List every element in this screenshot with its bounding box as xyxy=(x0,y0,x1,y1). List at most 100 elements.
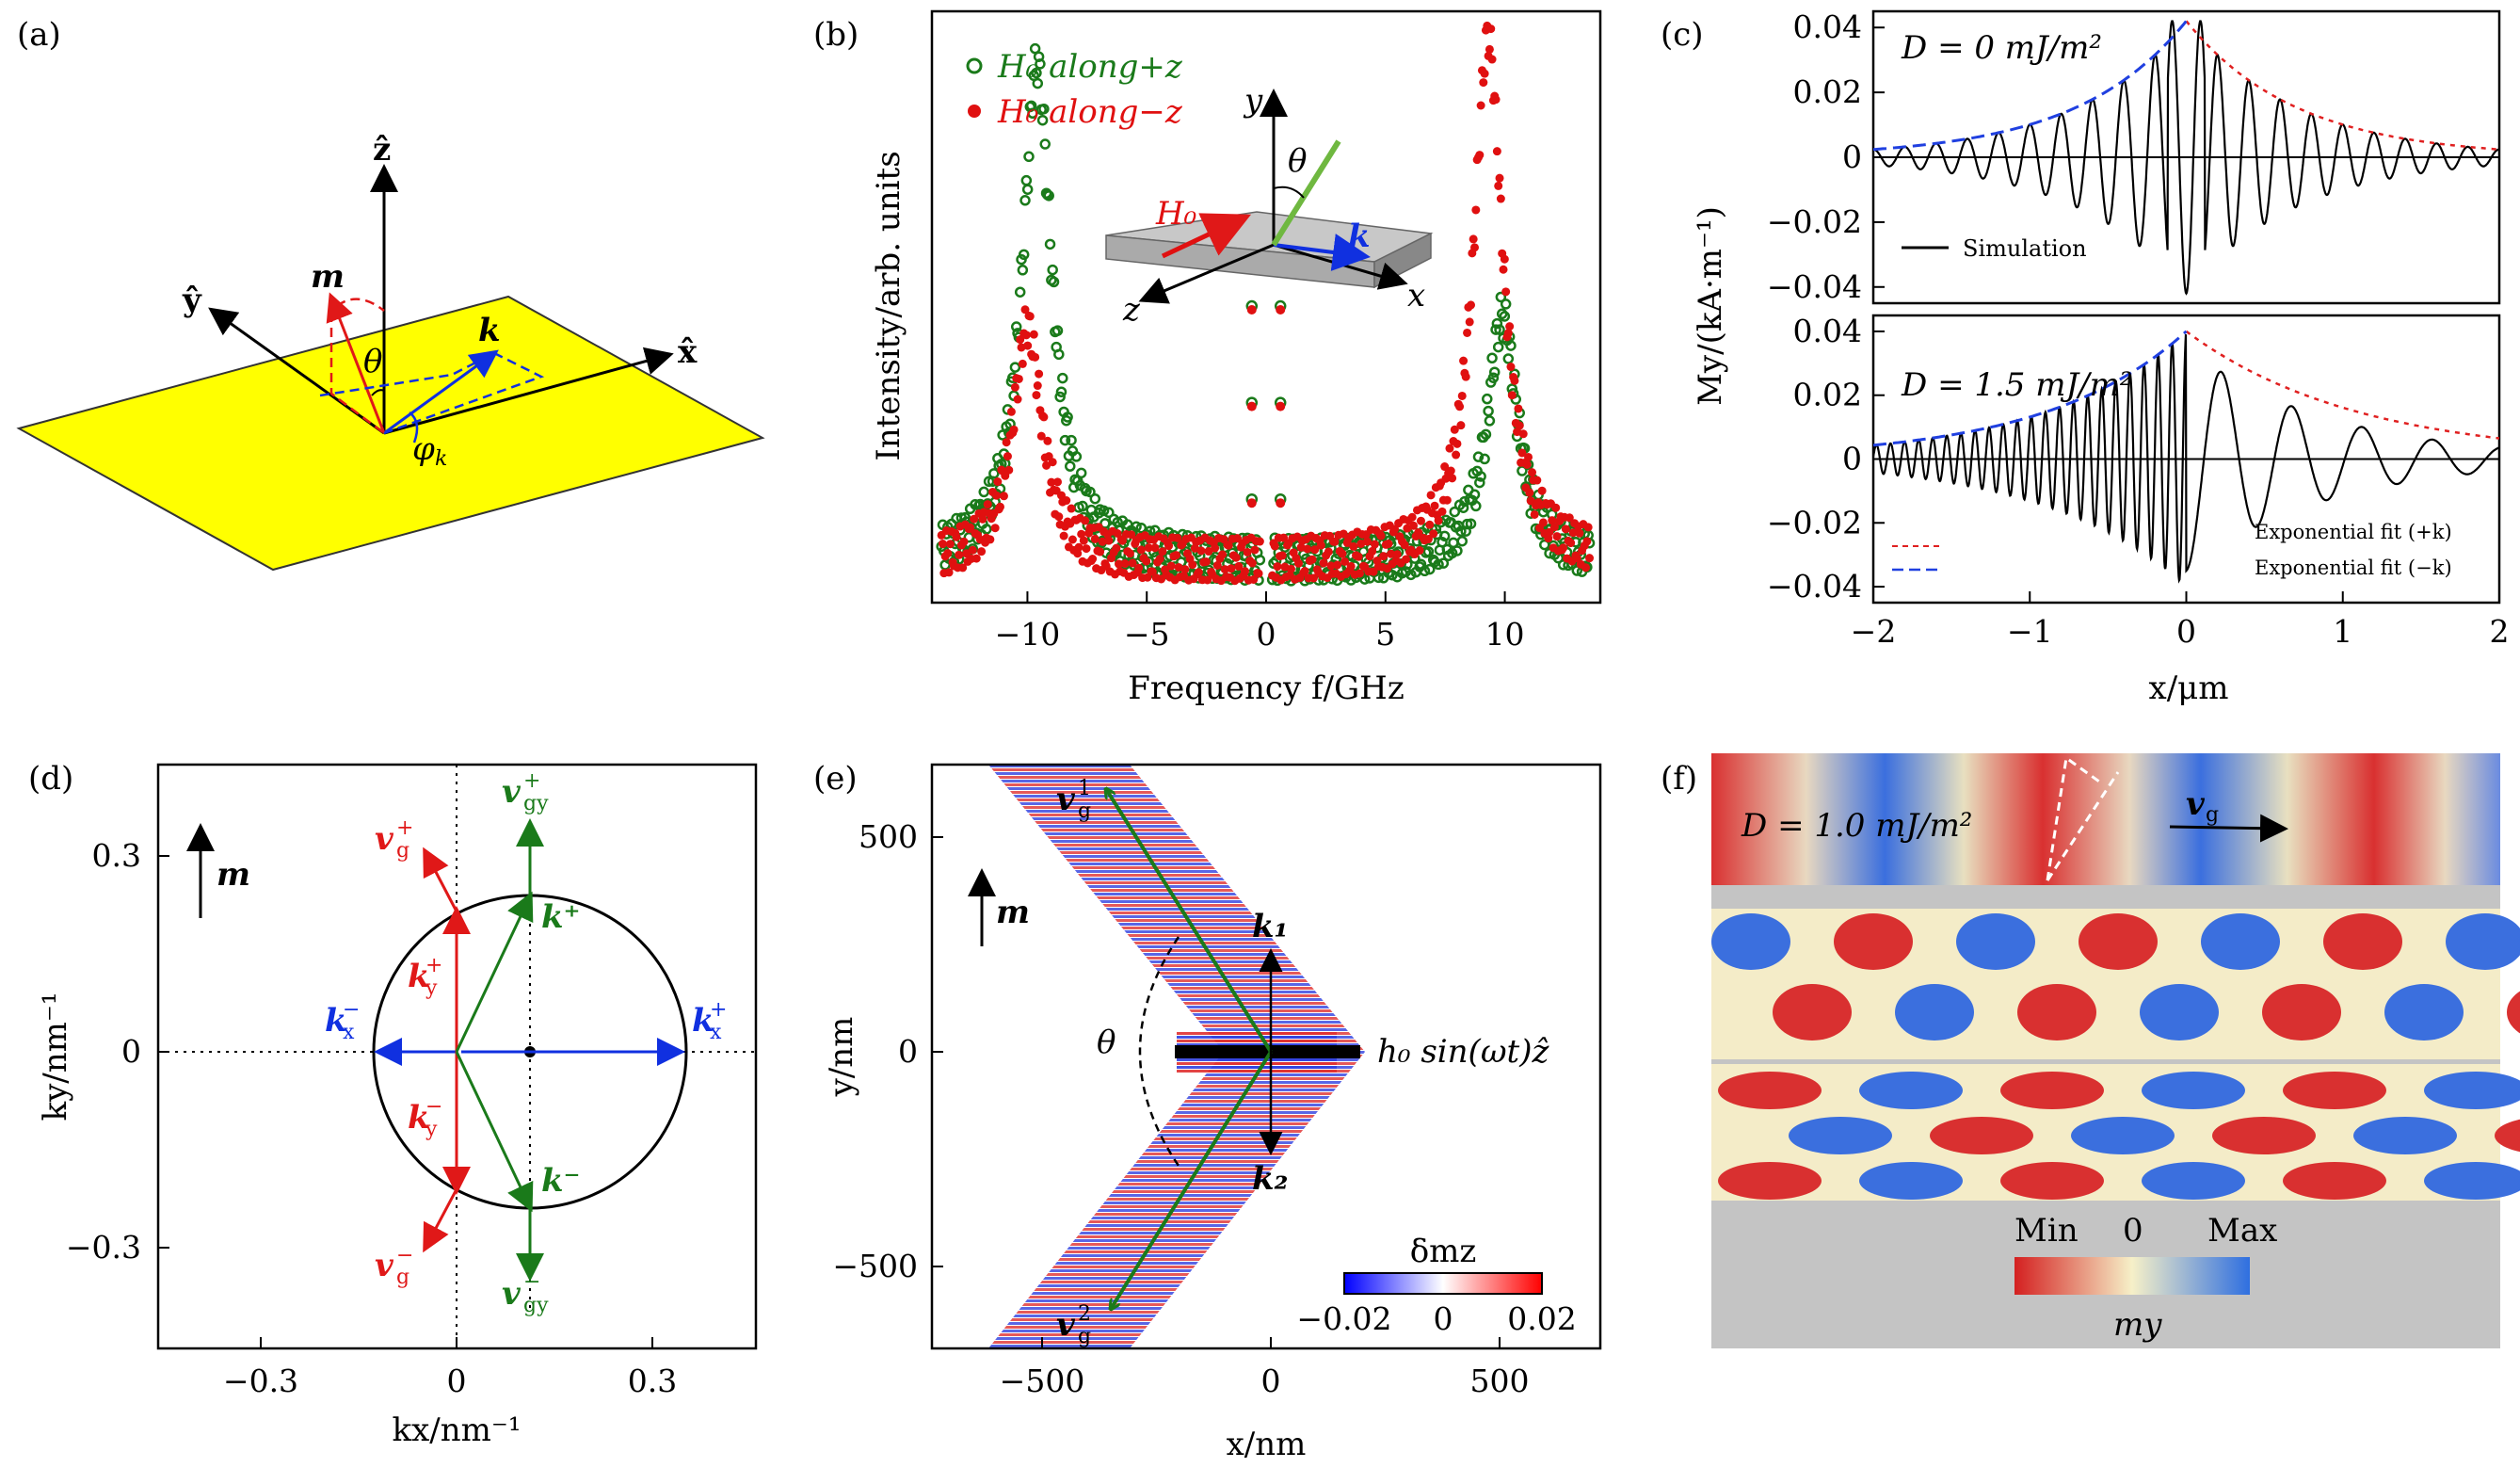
b-point xyxy=(1572,554,1581,563)
b-point xyxy=(1103,507,1115,519)
b-point xyxy=(1488,366,1501,378)
b-point xyxy=(1495,173,1504,183)
label-yhat: ŷ xyxy=(182,282,202,319)
b-point xyxy=(1437,507,1447,516)
b-point xyxy=(1032,77,1044,89)
b-point xyxy=(1096,547,1105,557)
b-point xyxy=(1524,452,1533,461)
b-point xyxy=(1414,528,1423,538)
b-point xyxy=(1062,411,1073,423)
legend-marker-plus xyxy=(966,57,983,74)
b-point xyxy=(1456,421,1466,430)
f-blob xyxy=(2071,1117,2175,1154)
b-point xyxy=(1429,529,1438,539)
b-point xyxy=(1067,504,1076,513)
b-xtick-label: −5 xyxy=(1124,616,1170,653)
b-point xyxy=(1457,391,1467,400)
b-point xyxy=(983,476,995,488)
e-ytick-label: −500 xyxy=(832,1248,918,1284)
e-theta-label: θ xyxy=(1097,1024,1116,1061)
b-point xyxy=(1055,386,1067,397)
b-point xyxy=(1038,103,1050,115)
b-point xyxy=(1495,291,1507,303)
d-vgym-sub: gy xyxy=(523,1294,549,1317)
b-point xyxy=(1079,536,1088,545)
inset-h0-label: H₀ xyxy=(1155,195,1197,233)
b-point xyxy=(1021,184,1034,195)
b-point xyxy=(1031,352,1040,362)
b-point xyxy=(1164,541,1174,551)
d-ticks: −0.3 0 0.3 0.3 0 −0.3 xyxy=(66,837,677,1399)
b-point xyxy=(990,524,1000,533)
b-point xyxy=(1027,107,1038,120)
b-point xyxy=(1505,340,1517,351)
d-vgyp-label: v xyxy=(502,773,522,811)
c-fit-minus-curve xyxy=(1872,330,2188,447)
c-xlabel: x/μm xyxy=(2149,669,2229,707)
b-point xyxy=(1009,425,1019,434)
b-point xyxy=(1203,575,1212,585)
b-point xyxy=(1204,547,1213,557)
e-vg1-sub: g xyxy=(1078,799,1091,823)
c-simulation-line xyxy=(1871,334,2500,584)
b-point xyxy=(1559,543,1568,553)
b-point xyxy=(1234,561,1244,571)
label-xhat: x̂ xyxy=(678,333,698,371)
e-m-label: m xyxy=(996,894,1030,931)
b-point xyxy=(1114,559,1123,569)
c-ylabel: My/(kA·m⁻¹) xyxy=(1692,206,1729,406)
b-point xyxy=(1452,450,1461,460)
b-point xyxy=(1333,560,1342,570)
b-point xyxy=(1098,505,1110,517)
b-point xyxy=(1455,525,1467,537)
c-fit-minus-curve xyxy=(1872,20,2188,152)
b-point xyxy=(1188,560,1197,570)
inset-h0-arrow xyxy=(1161,213,1252,259)
b-point xyxy=(1324,547,1333,557)
b-point xyxy=(1059,531,1068,540)
b-point xyxy=(1043,190,1054,202)
b-point xyxy=(1051,325,1064,336)
b-point xyxy=(1048,458,1057,467)
d-vg-plus xyxy=(423,847,458,912)
f-cbar-title: my xyxy=(2113,1306,2162,1344)
b-point xyxy=(1437,536,1448,548)
e-k1-label: k₁ xyxy=(1252,908,1288,945)
c-ytick-label: −0.02 xyxy=(1767,203,1862,240)
b-point xyxy=(1338,549,1347,558)
f-blob xyxy=(2212,1117,2316,1154)
m-projection xyxy=(329,298,385,434)
label-zhat: ẑ xyxy=(373,131,391,169)
b-point xyxy=(1515,421,1524,430)
inset-y-label: y xyxy=(1243,82,1263,120)
f-dashed-line-2 xyxy=(2046,771,2120,881)
b-point xyxy=(1355,569,1364,578)
d-kyp-label: k xyxy=(408,958,430,995)
d-kxp-label: k xyxy=(692,1002,714,1040)
b-point xyxy=(1484,415,1496,427)
panel-e-chart: −500 0 500 500 0 −500 m θ k₁ k₂ h₀ sin(ωt)ẑ v… xyxy=(823,763,1602,1463)
b-point xyxy=(1127,530,1136,540)
b-point xyxy=(1400,540,1409,550)
f-blob xyxy=(2140,984,2219,1041)
f-blob xyxy=(2323,913,2402,970)
b-point xyxy=(1452,545,1463,557)
f-cbar-min: Min xyxy=(2014,1212,2079,1250)
b-point xyxy=(958,563,968,573)
b-point xyxy=(945,540,955,549)
c-ytick-label: 0.02 xyxy=(1793,377,1862,413)
panel-label-c: (c) xyxy=(1661,16,1704,54)
b-point xyxy=(1530,509,1539,519)
b-point xyxy=(1583,523,1593,532)
c-ticks: 0.04 0.02 0 −0.02 −0.04 0.04 0.02 0 −0.02 −0.04 −2… xyxy=(1767,8,2510,650)
b-point xyxy=(1006,407,1016,416)
b-point xyxy=(1018,249,1030,261)
c-ytick-label: 0.04 xyxy=(1793,313,1862,349)
b-point xyxy=(1491,317,1503,330)
b-point xyxy=(1548,516,1557,525)
b-point xyxy=(1017,265,1029,276)
b-point xyxy=(1246,305,1257,315)
d-km-label: k⁻ xyxy=(541,1162,581,1200)
b-point xyxy=(1434,516,1443,525)
b-point xyxy=(1487,372,1500,383)
